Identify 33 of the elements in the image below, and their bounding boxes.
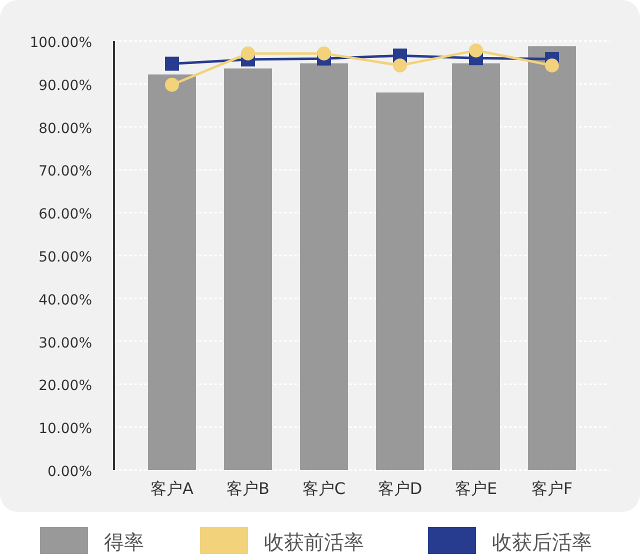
point [393,58,407,72]
y-tick-label: 0.00% [48,464,92,480]
x-tick-label: 客户E [454,479,498,498]
y-tick-label: 60.00% [38,206,92,223]
x-tick-label: 客户B [226,479,270,498]
bar [452,63,500,470]
point [469,43,483,58]
x-tick-label: 客户C [302,479,346,498]
bar [148,74,196,470]
bar [300,63,348,470]
y-tick-label: 100.00% [30,35,92,51]
y-tick-label: 10.00% [38,421,92,438]
legend-label: 得率 [104,530,144,554]
y-tick-label: 70.00% [38,164,92,180]
legend-label: 收获前活率 [264,530,364,554]
point [317,46,331,60]
legend-label: 收获后活率 [492,530,592,554]
y-tick-label: 90.00% [38,78,92,94]
x-tick-label: 客户D [378,479,422,498]
x-tick-label: 客户F [531,479,573,498]
bar [528,46,576,470]
x-tick-label: 客户A [150,479,194,498]
y-tick-label: 40.00% [38,292,92,308]
point [545,58,559,72]
point [165,78,179,92]
bar [224,68,272,470]
y-tick-label: 30.00% [38,335,92,352]
point [241,46,255,60]
point [165,56,179,71]
bar [376,92,424,470]
y-tick-label: 50.00% [38,250,92,266]
y-tick-label: 80.00% [38,120,92,137]
y-tick-label: 20.00% [38,378,92,394]
